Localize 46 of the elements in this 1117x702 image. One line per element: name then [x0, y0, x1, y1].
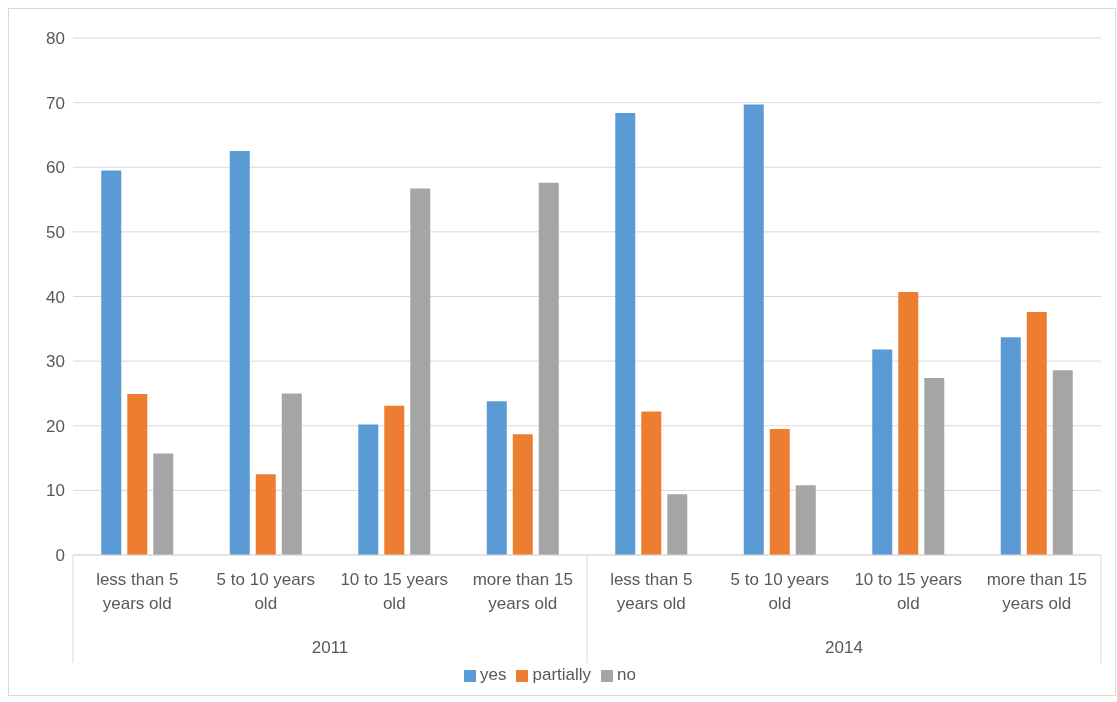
y-tick-label: 30 [46, 352, 65, 372]
bar [898, 291, 919, 555]
bar [410, 188, 431, 555]
x-tick-label: 10 to 15 years old [340, 570, 449, 613]
bar [486, 401, 507, 555]
y-tick-label: 20 [46, 416, 65, 436]
x-tick-label: less than 5 years old [610, 570, 693, 613]
y-tick-label: 80 [46, 29, 65, 49]
bar [153, 453, 174, 555]
x-tick-label: 10 to 15 years old [854, 570, 963, 613]
bar [1052, 370, 1073, 555]
x-tick-label: 5 to 10 years old [216, 570, 315, 613]
y-tick-label: 0 [55, 546, 65, 566]
y-tick-label: 40 [46, 287, 65, 307]
bar [255, 474, 276, 555]
bar [924, 377, 945, 555]
x-tick-label: less than 5 years old [96, 570, 179, 613]
bar [769, 428, 790, 555]
bar [1000, 337, 1021, 555]
bar [667, 494, 688, 555]
bar [281, 393, 302, 555]
bar [1026, 312, 1047, 555]
bar [512, 434, 533, 555]
x-tick-label: more than 15 years old [986, 570, 1087, 613]
legend-label: no [617, 665, 636, 684]
bar [101, 170, 122, 555]
y-tick-label: 10 [46, 481, 65, 501]
text: 2011 [311, 638, 349, 657]
bar [795, 485, 816, 555]
bar [872, 349, 893, 555]
bar [384, 405, 405, 555]
bar [127, 394, 148, 555]
y-tick-label: 60 [46, 158, 65, 178]
bar [743, 104, 764, 555]
bar [615, 112, 636, 555]
text: 2014 [825, 638, 863, 657]
bar [229, 151, 250, 555]
x-tick-label: 5 to 10 years old [730, 570, 829, 613]
x-tick-label: more than 15 years old [472, 570, 573, 613]
legend-label: partially [532, 665, 592, 684]
bar [538, 182, 559, 555]
legend-label: yes [480, 665, 507, 684]
bar [641, 411, 662, 555]
bar [358, 424, 379, 555]
y-tick-label: 50 [46, 222, 65, 242]
y-tick-label: 70 [46, 93, 65, 113]
